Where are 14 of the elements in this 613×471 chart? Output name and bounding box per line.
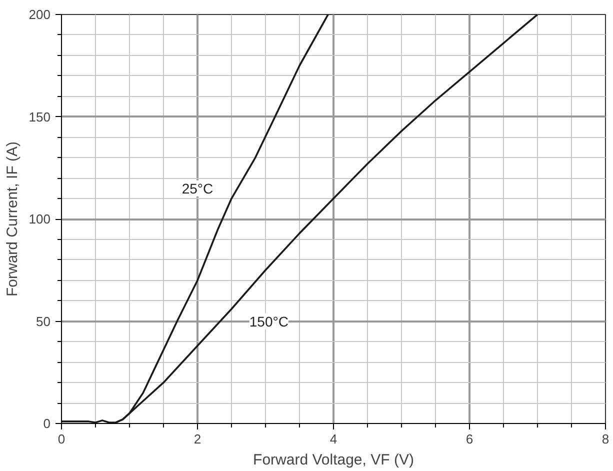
y-tick-label: 200 [28, 7, 51, 22]
y-tick-label: 100 [28, 212, 51, 226]
x-axis-title: Forward Voltage, VF (V) [253, 452, 414, 468]
x-tick-label: 6 [466, 432, 474, 446]
y-axis-title: Forward Current, IF (A) [4, 141, 21, 297]
x-tick-label: 2 [194, 432, 202, 446]
annotation: 150°C [249, 313, 288, 330]
x-tick-label: 4 [330, 432, 338, 446]
y-tick-label: 0 [43, 416, 51, 431]
x-tick-label: 0 [58, 432, 66, 446]
annotation: 25°C [182, 180, 214, 196]
x-tick-label: 8 [602, 432, 610, 446]
y-tick-label: 150 [28, 109, 51, 124]
y-tick-label: 50 [36, 314, 51, 329]
